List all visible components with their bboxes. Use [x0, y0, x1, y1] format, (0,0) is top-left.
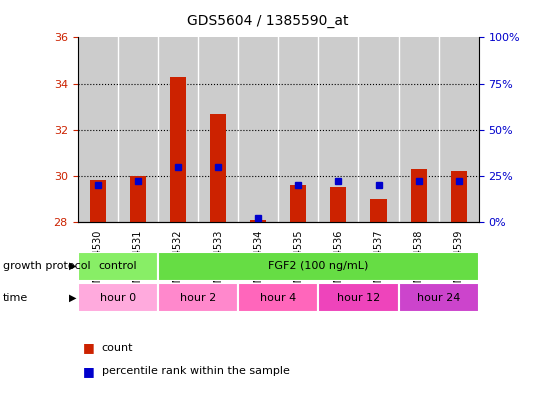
Bar [439, 37, 479, 222]
Text: control: control [98, 261, 137, 271]
Text: growth protocol: growth protocol [3, 261, 90, 271]
Bar [250, 220, 266, 222]
Bar [158, 37, 198, 222]
Bar [158, 252, 479, 281]
Bar [399, 37, 439, 222]
Text: ▶: ▶ [68, 261, 76, 271]
Text: hour 0: hour 0 [100, 293, 136, 303]
Bar [399, 283, 479, 312]
Bar [330, 187, 347, 222]
Bar [170, 77, 186, 222]
Text: FGF2 (100 ng/mL): FGF2 (100 ng/mL) [268, 261, 369, 271]
Text: time: time [3, 293, 28, 303]
Text: hour 12: hour 12 [337, 293, 380, 303]
Text: hour 24: hour 24 [417, 293, 461, 303]
Bar [78, 283, 158, 312]
Bar [238, 283, 318, 312]
Bar [358, 37, 399, 222]
Text: percentile rank within the sample: percentile rank within the sample [102, 366, 289, 376]
Text: GDS5604 / 1385590_at: GDS5604 / 1385590_at [187, 14, 348, 28]
Bar [198, 37, 238, 222]
Bar [129, 176, 146, 222]
Text: hour 2: hour 2 [180, 293, 216, 303]
Bar [318, 37, 358, 222]
Bar [290, 185, 306, 222]
Text: count: count [102, 343, 133, 353]
Bar [318, 283, 399, 312]
Bar [118, 37, 158, 222]
Bar [78, 37, 118, 222]
Bar [370, 199, 386, 222]
Bar [158, 283, 238, 312]
Text: ■: ■ [83, 365, 95, 378]
Text: hour 4: hour 4 [260, 293, 296, 303]
Bar [238, 37, 278, 222]
Bar [210, 114, 226, 222]
Text: ▶: ▶ [68, 293, 76, 303]
Bar [411, 169, 426, 222]
Bar [450, 171, 467, 222]
Bar [278, 37, 318, 222]
Bar [89, 180, 105, 222]
Bar [78, 252, 158, 281]
Text: ■: ■ [83, 341, 95, 354]
